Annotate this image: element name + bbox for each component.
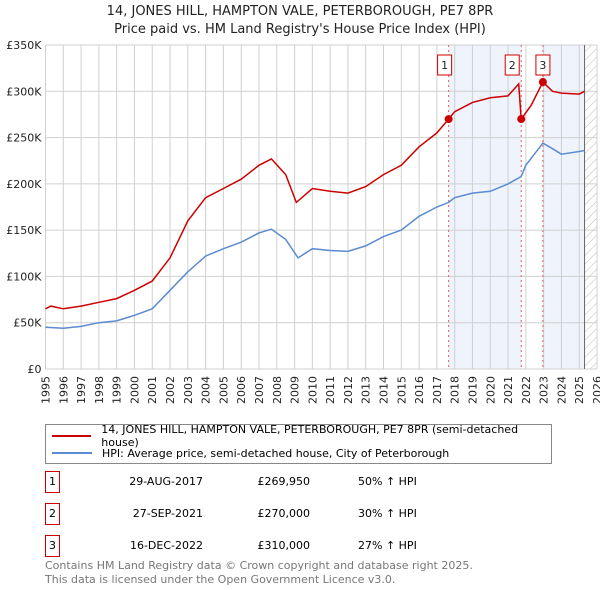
table-row: 1 29-AUG-2017 £269,950 50% ↑ HPI <box>45 471 445 493</box>
sale-label: 2 <box>509 59 516 72</box>
legend-label: 14, JONES HILL, HAMPTON VALE, PETERBOROU… <box>101 423 519 449</box>
x-tick-label: 2021 <box>502 376 515 404</box>
footer-licence: This data is licensed under the Open Gov… <box>45 573 396 586</box>
y-tick-label: £150K <box>6 224 42 237</box>
x-tick-label: 2005 <box>217 376 230 404</box>
sale-date: 16-DEC-2022 <box>129 539 203 552</box>
x-tick-label: 2006 <box>235 376 248 404</box>
x-tick-label: 2007 <box>253 376 266 404</box>
legend: 14, JONES HILL, HAMPTON VALE, PETERBOROU… <box>45 423 552 464</box>
x-tick-label: 2010 <box>306 376 319 404</box>
x-tick-label: 2018 <box>449 376 462 404</box>
x-tick-label: 2003 <box>182 376 195 404</box>
sale-label: 3 <box>539 59 546 72</box>
x-tick-label: 1996 <box>57 376 70 404</box>
x-tick-label: 2004 <box>200 376 213 404</box>
x-tick-label: 2026 <box>591 376 600 404</box>
footer-copyright: Contains HM Land Registry data © Crown c… <box>45 559 473 572</box>
sale-hpi-diff: 27% ↑ HPI <box>358 539 417 552</box>
y-tick-label: £50K <box>13 317 42 330</box>
x-tick-label: 1999 <box>111 376 124 404</box>
legend-item-hpi: HPI: Average price, semi-detached house,… <box>52 445 449 461</box>
table-row: 2 27-SEP-2021 £270,000 30% ↑ HPI <box>45 503 445 525</box>
sale-label-box <box>504 54 520 76</box>
hpi-line <box>45 142 585 330</box>
x-tick-label: 2012 <box>342 376 355 404</box>
x-tick-label: 2016 <box>413 376 426 404</box>
y-tick-label: £350K <box>6 39 42 52</box>
shaded-period <box>542 45 585 369</box>
y-tick-label: £250K <box>6 132 42 145</box>
sale-price: £269,950 <box>257 475 311 488</box>
legend-label: HPI: Average price, semi-detached house,… <box>102 446 450 460</box>
sale-label-box <box>437 54 453 76</box>
x-tick-label: 2008 <box>271 376 284 404</box>
x-tick-label: 2011 <box>324 376 337 404</box>
x-tick-label: 2019 <box>466 376 479 404</box>
x-tick-label: 2013 <box>360 376 373 404</box>
chart-subtitle: Price paid vs. HM Land Registry's House … <box>114 22 486 37</box>
legend-swatch-blue <box>52 452 92 454</box>
chart-title: 14, JONES HILL, HAMPTON VALE, PETERBOROU… <box>106 4 494 19</box>
legend-swatch-red <box>52 435 92 437</box>
x-tick-label: 1995 <box>40 376 53 404</box>
x-tick-label: 2024 <box>555 376 568 404</box>
sale-marker-box: 2 <box>45 503 60 525</box>
x-tick-label: 1998 <box>93 376 106 404</box>
y-tick-label: £0 <box>28 363 42 376</box>
x-tick-label: 2001 <box>146 376 159 404</box>
x-tick-label: 2000 <box>128 376 141 404</box>
sale-date: 27-SEP-2021 <box>132 507 203 520</box>
sale-hpi-diff: 30% ↑ HPI <box>358 507 417 520</box>
y-tick-label: £200K <box>6 178 42 191</box>
plot-area: 1995 1996 1997 1998 1999 2000 2001 2002 2003 2004… <box>6 39 600 404</box>
sale-point <box>517 115 526 124</box>
x-tick-label: 2020 <box>484 376 497 404</box>
y-tick-label: £100K <box>6 270 42 283</box>
x-tick-label: 2014 <box>378 376 391 404</box>
x-tick-label: 2022 <box>520 376 533 404</box>
sale-price: £310,000 <box>257 539 311 552</box>
sale-hpi-diff: 50% ↑ HPI <box>358 475 417 488</box>
sale-price: £270,000 <box>257 507 311 520</box>
sale-marker-box: 3 <box>45 535 60 557</box>
x-tick-label: 2009 <box>289 376 302 404</box>
future-hatch <box>584 45 597 369</box>
sale-point <box>538 78 547 87</box>
x-tick-label: 1997 <box>75 376 88 404</box>
x-tick-label: 2002 <box>164 376 177 404</box>
sale-date: 29-AUG-2017 <box>129 475 203 488</box>
x-tick-label: 2017 <box>431 376 444 404</box>
sale-marker-box: 1 <box>45 471 60 493</box>
legend-item-property: 14, JONES HILL, HAMPTON VALE, PETERBOROU… <box>52 423 551 449</box>
y-tick-label: £300K <box>6 85 42 98</box>
sale-label-box <box>535 54 551 76</box>
x-tick-label: 2023 <box>538 376 551 404</box>
sale-label: 1 <box>441 59 448 72</box>
property-price-line <box>45 80 585 310</box>
x-tick-label: 2025 <box>573 376 586 404</box>
table-row: 3 16-DEC-2022 £310,000 27% ↑ HPI <box>45 535 445 557</box>
x-tick-label: 2015 <box>395 376 408 404</box>
sale-point <box>444 115 453 124</box>
